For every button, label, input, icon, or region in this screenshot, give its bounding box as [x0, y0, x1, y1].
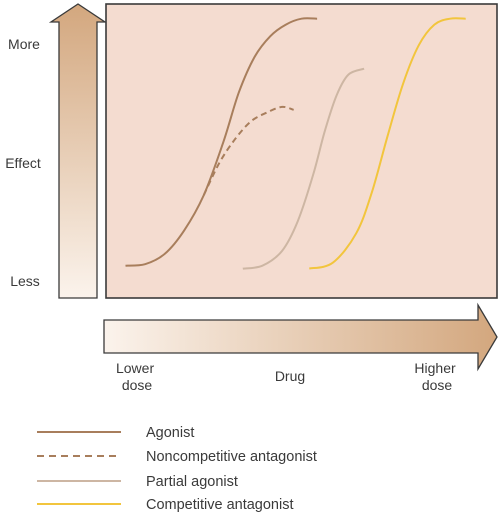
series-line-competitive-antagonist	[309, 17, 466, 270]
x-high-label-line-1: Higher	[414, 360, 456, 376]
x-high-label: Higher dose	[414, 360, 459, 393]
legend-label-partial-agonist: Partial agonist	[146, 474, 238, 490]
x-axis-label: Drug	[275, 368, 305, 384]
series-lines	[125, 17, 466, 270]
y-low-label: Less	[10, 273, 40, 289]
series-line-noncompetitive-antagonist	[202, 105, 294, 196]
y-axis-label: Effect	[5, 155, 41, 171]
legend: Agonist Noncompetitive antagonist Partia…	[37, 425, 317, 513]
x-high-label-line-2: dose	[422, 377, 453, 393]
x-low-label-line-1: Lower	[116, 360, 154, 376]
series-line-partial-agonist	[242, 67, 365, 270]
dose-axis-arrow	[103, 302, 498, 372]
legend-label-competitive-antagonist: Competitive antagonist	[146, 497, 294, 513]
legend-label-agonist: Agonist	[146, 425, 194, 441]
series-line-agonist	[125, 17, 318, 267]
legend-label-noncompetitive-antagonist: Noncompetitive antagonist	[146, 449, 317, 465]
x-low-label-line-2: dose	[122, 377, 153, 393]
effect-axis-arrow	[48, 3, 108, 299]
y-high-label: More	[8, 36, 40, 52]
x-low-label: Lower dose	[116, 360, 158, 393]
